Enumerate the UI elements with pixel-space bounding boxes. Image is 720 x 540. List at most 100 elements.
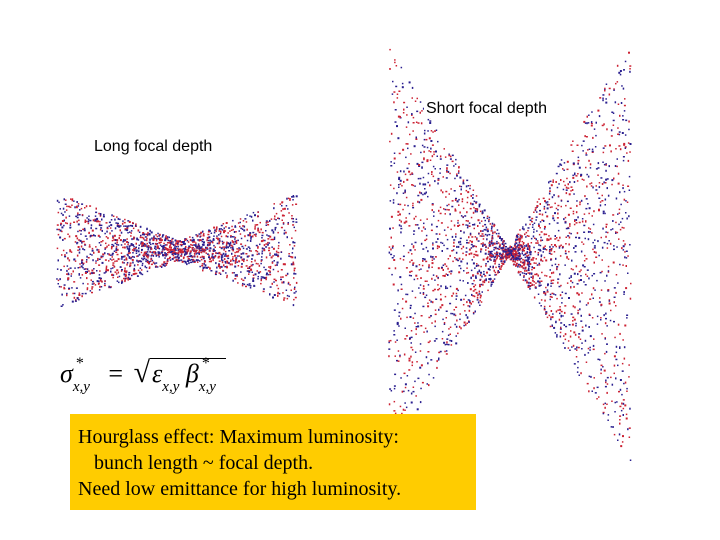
long-particle	[270, 238, 273, 241]
long-particle	[154, 266, 157, 268]
long-particle	[159, 239, 162, 241]
short-particle	[418, 164, 421, 166]
short-particle	[458, 224, 461, 226]
short-particle	[589, 335, 592, 338]
long-particle	[57, 283, 59, 285]
long-particle	[237, 251, 240, 253]
short-particle	[525, 269, 528, 272]
short-particle	[622, 115, 624, 117]
short-particle	[573, 223, 576, 226]
short-particle	[435, 150, 437, 153]
short-particle	[619, 388, 622, 391]
short-particle	[421, 381, 424, 384]
long-particle	[59, 229, 62, 232]
short-particle	[445, 177, 448, 179]
long-particle	[174, 244, 177, 246]
short-particle	[481, 211, 484, 214]
long-particle	[99, 220, 101, 223]
long-particle	[164, 257, 166, 259]
short-particle	[538, 244, 540, 246]
hourglass-note-box: Hourglass effect: Maximum luminosity: bu…	[70, 414, 476, 510]
short-particle	[593, 247, 596, 249]
short-particle	[606, 391, 608, 394]
long-particle	[269, 293, 271, 296]
short-particle	[437, 140, 439, 143]
short-particle	[552, 271, 555, 274]
short-particle	[453, 224, 456, 227]
long-particle	[62, 304, 64, 306]
short-particle-core	[489, 245, 492, 247]
short-particle	[438, 351, 441, 354]
long-particle	[76, 201, 78, 203]
short-particle	[472, 194, 474, 196]
short-particle	[403, 372, 406, 375]
short-particle	[404, 189, 406, 192]
long-particle	[127, 232, 129, 234]
short-particle	[455, 287, 458, 290]
long-particle	[67, 233, 69, 235]
short-particle	[492, 281, 495, 283]
short-particle	[580, 320, 583, 322]
short-particle	[397, 303, 399, 305]
long-particle	[230, 235, 232, 237]
short-particle	[536, 273, 538, 276]
short-particle	[486, 271, 488, 274]
long-particle	[270, 218, 273, 220]
long-particle	[272, 231, 275, 233]
short-particle-core	[489, 240, 491, 243]
long-particle	[153, 235, 155, 238]
long-particle	[171, 239, 173, 241]
long-particle-core	[142, 254, 145, 257]
short-particle	[394, 267, 397, 270]
long-particle	[107, 237, 109, 240]
short-particle	[622, 339, 624, 341]
short-particle	[458, 167, 460, 169]
long-particle-core	[221, 259, 224, 262]
long-particle	[280, 276, 282, 278]
long-particle	[192, 258, 195, 261]
long-particle	[219, 232, 222, 235]
long-particle	[66, 222, 68, 225]
short-particle	[402, 208, 404, 211]
long-particle	[257, 247, 259, 249]
short-particle	[457, 222, 459, 224]
short-particle	[401, 390, 404, 393]
short-particle	[559, 255, 562, 257]
short-particle	[621, 247, 623, 250]
long-particle	[116, 239, 119, 242]
long-particle-core	[181, 248, 184, 251]
short-particle	[500, 266, 502, 268]
long-particle	[266, 243, 269, 246]
short-particle	[390, 339, 392, 342]
short-particle	[437, 284, 439, 286]
short-particle	[549, 245, 551, 248]
long-particle	[111, 267, 114, 269]
short-particle	[623, 142, 626, 145]
long-particle	[93, 234, 95, 237]
short-particle	[568, 243, 570, 246]
long-particle	[84, 243, 86, 246]
short-particle	[457, 289, 459, 292]
short-particle	[578, 279, 580, 282]
short-particle-core	[508, 253, 510, 256]
short-particle	[576, 232, 579, 235]
short-particle	[615, 358, 618, 361]
short-particle	[613, 177, 615, 180]
short-particle	[576, 346, 578, 349]
long-particle	[242, 252, 244, 255]
short-particle	[392, 199, 395, 201]
long-particle	[112, 236, 115, 239]
long-particle-core	[167, 251, 169, 254]
long-particle	[252, 280, 255, 282]
short-particle	[414, 380, 416, 383]
short-particle	[482, 273, 485, 275]
short-particle	[594, 392, 597, 394]
long-particle	[295, 281, 298, 284]
short-particle	[619, 422, 621, 425]
long-particle	[76, 220, 78, 223]
short-particle	[446, 287, 449, 289]
short-particle	[453, 190, 456, 192]
long-particle	[126, 241, 129, 243]
short-particle	[462, 181, 465, 184]
short-particle	[468, 321, 470, 323]
